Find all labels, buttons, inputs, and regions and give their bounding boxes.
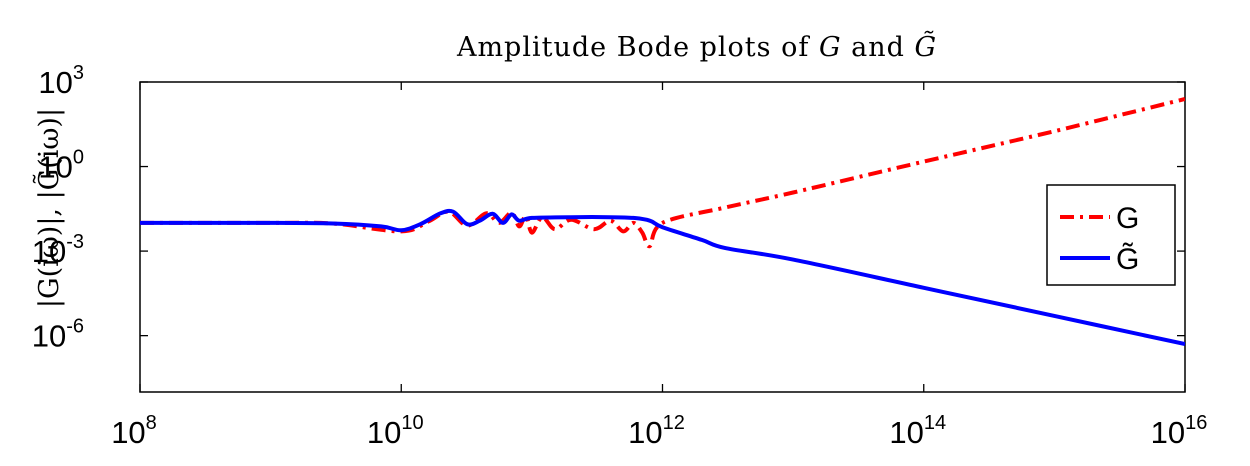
plot-area	[139, 81, 1186, 393]
legend-box	[1046, 184, 1176, 286]
legend-label-gtilde: G̃	[1116, 243, 1139, 276]
x-tick-label: 1016	[1151, 412, 1208, 450]
x-tick-label: 1014	[889, 412, 946, 450]
y-tick-label: 103	[38, 62, 84, 100]
x-tick-label: 1010	[367, 412, 424, 450]
legend-label-g: G	[1116, 202, 1139, 235]
x-tick-label: 108	[111, 412, 157, 450]
chart-title: Amplitude Bode plots of G and G̃	[456, 30, 937, 63]
series-layer	[140, 97, 1185, 347]
ticks-layer: 108 1010 1012 1014 1016 103 100 10-3 10-6	[32, 62, 1208, 450]
y-tick-label: 100	[38, 147, 84, 185]
y-tick-label: 10-3	[32, 231, 84, 269]
y-tick-label: 10-6	[32, 316, 84, 354]
axes-box	[139, 81, 1186, 393]
legend: G G̃	[1046, 184, 1176, 286]
y-axis-label: |G(iω)|, |G̃(iω)|	[32, 108, 65, 308]
series-line-gtilde	[140, 208, 1185, 347]
x-tick-label: 1012	[628, 412, 685, 450]
